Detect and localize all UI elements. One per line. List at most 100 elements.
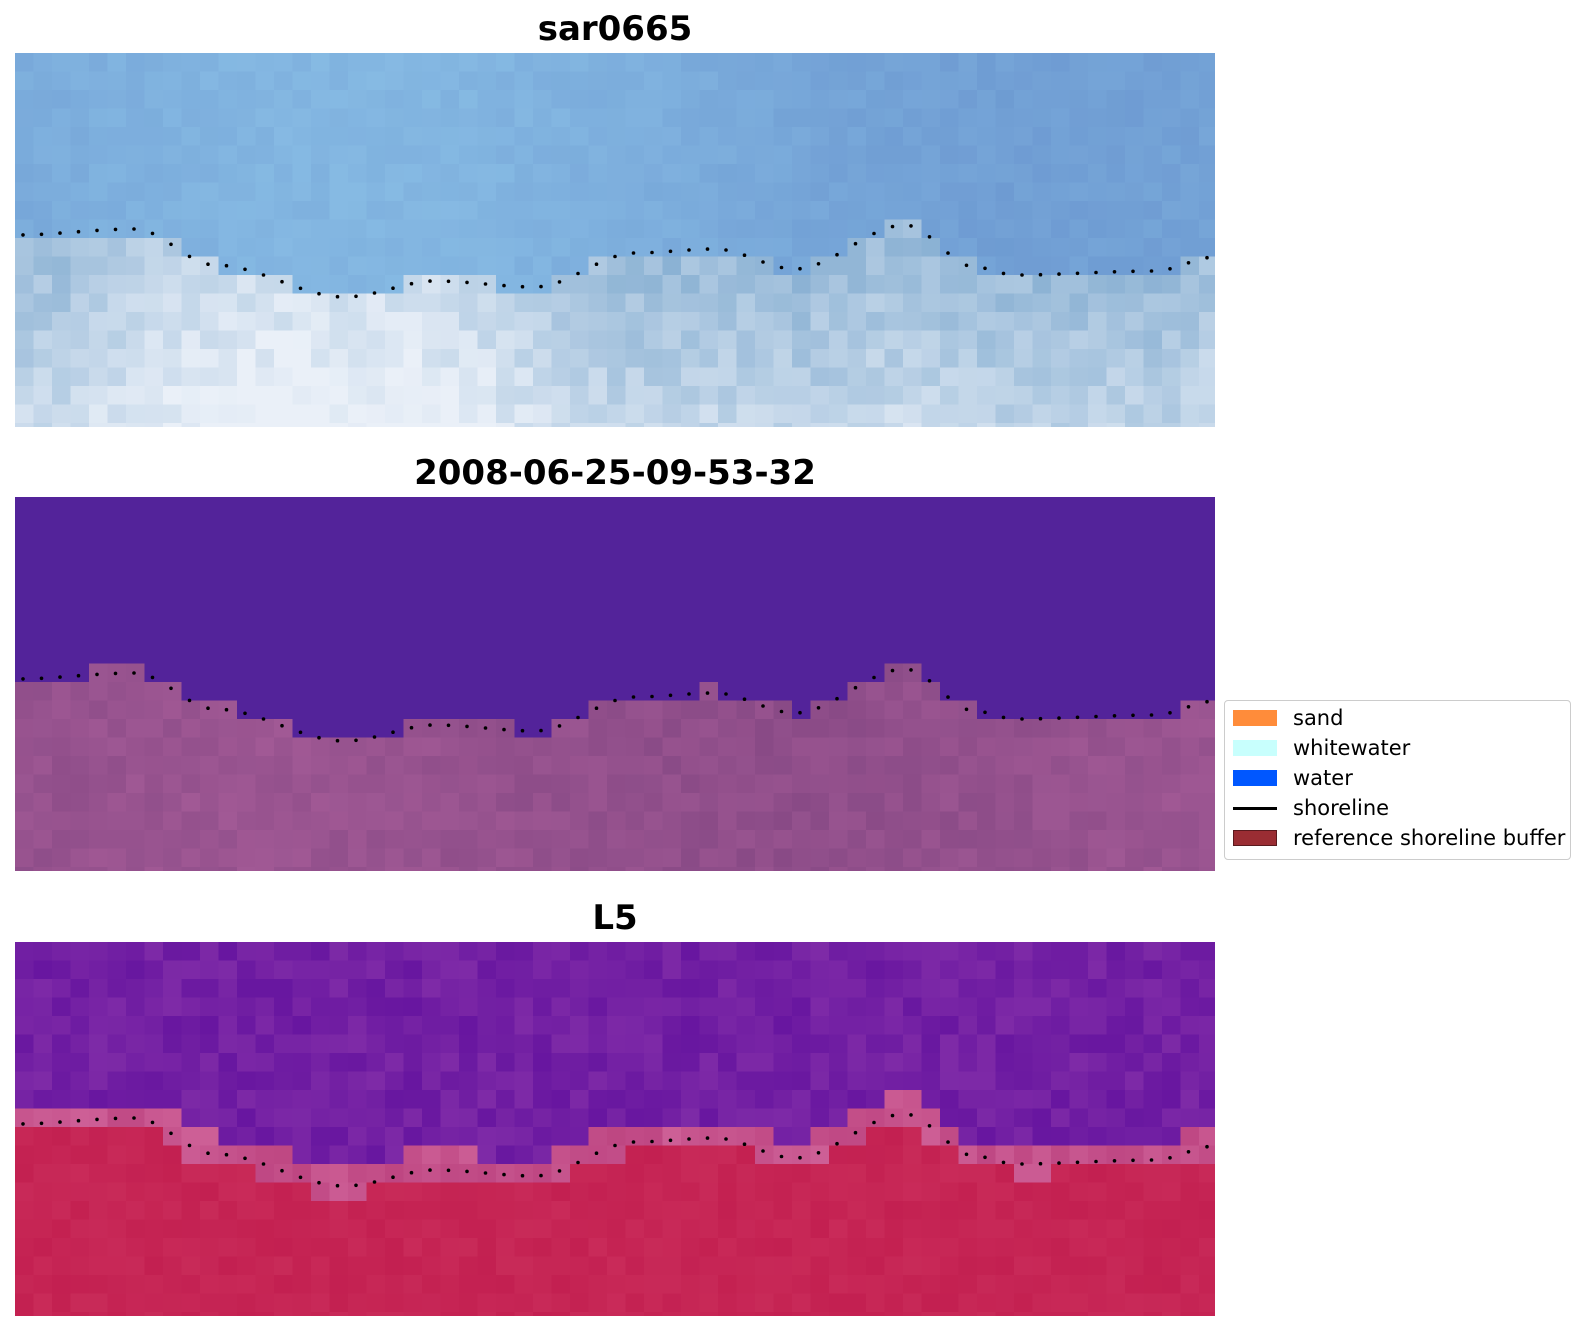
shoreline-point (1038, 272, 1043, 277)
shoreline-point (779, 1154, 784, 1159)
shoreline-point (557, 1169, 562, 1173)
shoreline-point (761, 704, 765, 708)
shoreline-point (76, 1118, 81, 1123)
shoreline-point (446, 279, 451, 284)
shoreline-point (853, 685, 858, 690)
shoreline-point (335, 738, 340, 743)
shoreline-point (761, 1149, 765, 1153)
shoreline-point (890, 668, 895, 673)
shoreline-point (557, 724, 562, 728)
shoreline-point (687, 692, 691, 696)
shoreline-point (687, 1137, 691, 1141)
shoreline-point (372, 291, 377, 295)
shoreline-point (391, 730, 395, 734)
shoreline-point (872, 675, 876, 680)
shoreline-point (798, 710, 802, 715)
shoreline-point (1186, 261, 1191, 265)
shoreline-point (594, 706, 599, 710)
shoreline-point (95, 672, 99, 677)
shoreline-point (724, 248, 728, 252)
shoreline-point (983, 710, 987, 715)
legend-item-water: water (1233, 765, 1353, 791)
shoreline-point (576, 1160, 580, 1165)
shoreline-point (613, 1143, 617, 1148)
shoreline-point (446, 1168, 451, 1173)
shoreline-point (39, 676, 44, 681)
shoreline-swatch (1233, 806, 1277, 810)
legend-item-shoreline: shoreline (1233, 795, 1389, 821)
shoreline-point (724, 692, 728, 696)
shoreline-point (446, 723, 451, 728)
shoreline-point (206, 1151, 210, 1155)
shoreline-point (1149, 269, 1154, 273)
shoreline-point (187, 254, 192, 259)
shoreline-point (335, 294, 340, 299)
shoreline-point (428, 1168, 432, 1172)
classification-image-panel (15, 497, 1215, 871)
shoreline-point (964, 263, 969, 268)
legend: sand whitewater water shoreline referenc… (1224, 700, 1571, 860)
shoreline-point (1075, 271, 1080, 276)
shoreline-point (631, 251, 636, 255)
shoreline-point (502, 727, 506, 732)
shoreline-point (983, 266, 987, 271)
shoreline-point (798, 1155, 802, 1160)
shoreline-point (21, 233, 25, 237)
legend-label: water (1293, 766, 1353, 790)
shoreline-point (650, 694, 654, 699)
shoreline-point (391, 1175, 395, 1179)
shoreline-point (557, 280, 562, 284)
shoreline-point (668, 249, 673, 254)
shoreline-point (409, 1170, 414, 1175)
shoreline-point (354, 738, 358, 743)
legend-item-reference-buffer: reference shoreline buffer (1233, 825, 1565, 851)
legend-label: whitewater (1293, 736, 1411, 760)
shoreline-point (964, 707, 969, 712)
sand-swatch (1233, 710, 1277, 726)
shoreline-point (317, 291, 321, 296)
legend-label: reference shoreline buffer (1293, 826, 1566, 850)
shoreline-point (835, 696, 839, 701)
shoreline-point (298, 730, 303, 735)
shoreline-point (298, 286, 303, 291)
legend-label: sand (1293, 706, 1344, 730)
shoreline-point (372, 735, 377, 739)
shoreline-point (539, 284, 543, 289)
shoreline-point (631, 695, 636, 699)
shoreline-point (1168, 711, 1172, 715)
shoreline-point (224, 707, 229, 712)
shoreline-point (779, 265, 784, 270)
shoreline-point (150, 675, 155, 680)
shoreline-point (1057, 716, 1061, 720)
shoreline-point (206, 262, 210, 266)
shoreline-point (261, 1162, 266, 1166)
shoreline-point (761, 260, 765, 264)
shoreline-dots (21, 668, 1209, 743)
shoreline-point (890, 1113, 895, 1118)
shoreline-point (539, 1173, 543, 1178)
shoreline-point (354, 294, 358, 299)
shoreline-point (742, 697, 747, 701)
shoreline-point (1057, 1161, 1061, 1165)
shoreline-point (169, 686, 173, 691)
shoreline-point (909, 668, 913, 672)
shoreline-point (650, 1139, 654, 1144)
shoreline-point (58, 1120, 62, 1124)
shoreline-point (724, 1137, 728, 1141)
shoreline-point (132, 227, 136, 231)
shoreline-point (1205, 1144, 1209, 1149)
shoreline-point (1038, 716, 1043, 721)
shoreline-point (594, 1151, 599, 1155)
shoreline-point (983, 1155, 987, 1160)
shoreline-point (1168, 267, 1172, 271)
shoreline-point (742, 1142, 747, 1146)
shoreline-point (76, 673, 81, 678)
sar-image-panel (15, 53, 1215, 427)
shoreline-point (1020, 273, 1024, 277)
shoreline-point (95, 1117, 99, 1122)
panel-title: 2008-06-25-09-53-32 (414, 453, 816, 493)
shoreline-point (1131, 713, 1135, 718)
shoreline-point (206, 706, 210, 710)
shoreline-point (909, 1113, 913, 1117)
shoreline-point (520, 284, 525, 289)
